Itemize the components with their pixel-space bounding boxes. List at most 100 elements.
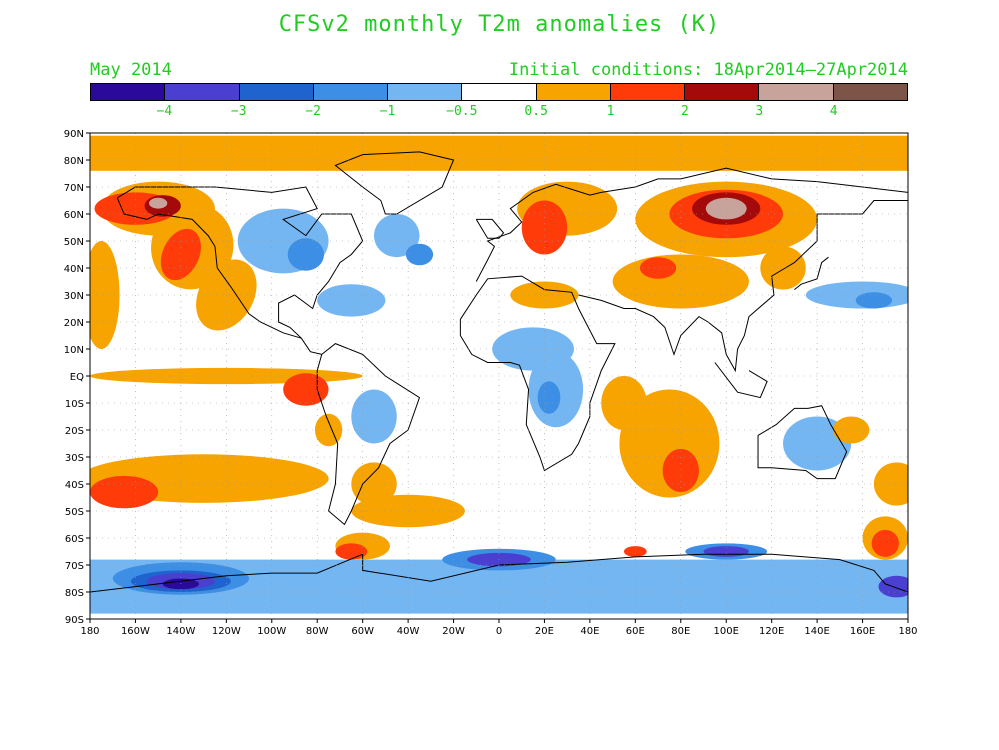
colorbar-swatch xyxy=(239,84,314,100)
colorbar-label: 0.5 xyxy=(524,104,548,119)
colorbar-swatch xyxy=(685,84,760,100)
anomaly-patch xyxy=(639,257,677,279)
lon-label: 120W xyxy=(212,626,241,637)
lon-label: 180 xyxy=(898,626,917,637)
forecast-month: May 2014 xyxy=(90,60,172,80)
colorbar-swatch xyxy=(313,84,389,100)
anomaly-patch xyxy=(537,381,561,414)
lat-label: 10N xyxy=(64,345,84,356)
lat-label: 60N xyxy=(64,210,84,221)
anomaly-patch xyxy=(873,462,908,506)
anomaly-patch xyxy=(374,214,420,258)
lon-label: 80E xyxy=(671,626,690,637)
lon-label: 180 xyxy=(80,626,99,637)
anomaly-band xyxy=(90,135,908,171)
lat-label: 90N xyxy=(64,129,84,140)
lon-label: 20E xyxy=(535,626,554,637)
colorbar-swatch xyxy=(833,84,907,100)
colorbar-swatch xyxy=(536,84,611,100)
colorbar-swatch xyxy=(759,84,834,100)
lat-label: 50N xyxy=(64,237,84,248)
lon-label: 120E xyxy=(759,626,784,637)
anomaly-patch xyxy=(705,197,747,220)
coastline xyxy=(475,167,908,282)
colorbar-swatch xyxy=(462,84,537,100)
lat-label: 70S xyxy=(65,561,84,572)
lat-label: 80N xyxy=(64,156,84,167)
latitude-axis: 90N 80N 70N 60N 50N 40N 30N 20N 10N EQ 10S 20S 30S 40… xyxy=(64,129,90,626)
lat-label: 20N xyxy=(64,318,84,329)
lat-label: 80S xyxy=(65,588,84,599)
lat-label: 40S xyxy=(65,480,84,491)
lon-label: 20W xyxy=(442,626,465,637)
colorbar-label: −3 xyxy=(230,104,247,119)
anomaly-patch xyxy=(623,546,647,557)
longitude-axis: 180 160W 140W 120W 100W 80W 60W 40W 20W 0 20E 40E 60… xyxy=(80,619,918,637)
lat-label: 10S xyxy=(65,399,84,410)
colorbar-swatch xyxy=(388,84,463,100)
lat-label: 30N xyxy=(64,291,84,302)
coastline xyxy=(794,256,829,290)
coastline xyxy=(116,197,216,247)
lon-label: 60E xyxy=(626,626,645,637)
lon-label: 80W xyxy=(306,626,329,637)
colorbar-label: −4 xyxy=(156,104,173,119)
anomaly-patch xyxy=(351,462,397,506)
lon-label: 140E xyxy=(804,626,829,637)
lon-label: 40E xyxy=(580,626,599,637)
graticule xyxy=(90,133,908,619)
lat-label: 90S xyxy=(65,615,84,626)
colorbar-label: 2 xyxy=(680,104,689,119)
lon-label: 0 xyxy=(496,626,502,637)
lon-label: 100E xyxy=(714,626,739,637)
coastline xyxy=(757,405,848,480)
anomaly-patch xyxy=(521,200,568,255)
anomaly-patch xyxy=(612,254,749,309)
colorbar-label: −0.5 xyxy=(446,104,478,119)
anomaly-patch xyxy=(90,475,159,509)
anomaly-patch xyxy=(160,228,201,281)
anomaly-patch xyxy=(662,448,699,493)
coastline xyxy=(475,218,505,239)
anomaly-patch xyxy=(878,575,908,598)
lon-label: 60W xyxy=(351,626,374,637)
anomaly-patch xyxy=(287,238,325,271)
coastline xyxy=(334,151,455,215)
colorbar-swatch xyxy=(91,84,166,100)
lon-label: 160E xyxy=(850,626,875,637)
anomaly-patch xyxy=(601,376,647,430)
anomaly-patch xyxy=(90,241,120,349)
lon-label: 140W xyxy=(166,626,195,637)
anomaly-patch xyxy=(314,413,343,447)
lon-label: 40W xyxy=(397,626,420,637)
lat-label: 50S xyxy=(65,507,84,518)
colorbar-label: 1 xyxy=(606,104,615,119)
anomaly-patch xyxy=(283,373,329,406)
coastline xyxy=(117,186,421,526)
colorbar-label: −1 xyxy=(379,104,396,119)
colorbar-label: 4 xyxy=(829,104,838,119)
colorbar-label: −2 xyxy=(305,104,321,119)
anomaly-patch xyxy=(855,292,893,309)
anomaly-patch xyxy=(405,243,434,266)
anomaly-patch xyxy=(317,284,386,317)
lat-label: 70N xyxy=(64,183,84,194)
anomaly-patch xyxy=(833,416,870,444)
anomaly-patch xyxy=(149,197,168,209)
anomaly-patch xyxy=(871,529,899,557)
lon-label: 160W xyxy=(121,626,150,637)
anomaly-patch xyxy=(351,389,397,444)
lat-label: 60S xyxy=(65,534,84,545)
lat-label: EQ xyxy=(70,372,84,383)
lon-label: 100W xyxy=(257,626,286,637)
map-title: CFSv2 monthly T2m anomalies (K) xyxy=(278,12,721,37)
colorbar-label: 3 xyxy=(755,104,764,119)
colorbar-labels: −4 −3 −2 −1 −0.5 0.5 1 2 3 4 xyxy=(90,104,908,120)
lat-label: 20S xyxy=(65,426,84,437)
coastline xyxy=(714,362,768,399)
coastline xyxy=(214,246,302,339)
colorbar-swatch xyxy=(610,84,686,100)
colorbar xyxy=(90,83,908,101)
lat-label: 40N xyxy=(64,264,84,275)
